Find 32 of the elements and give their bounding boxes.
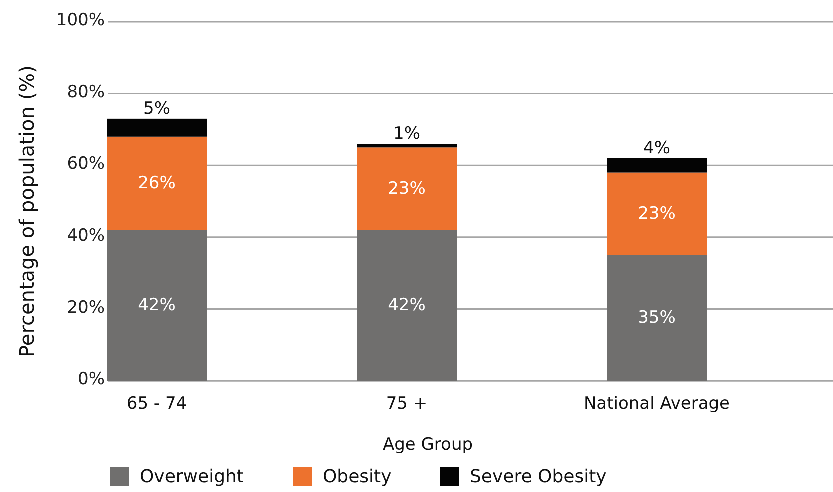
bar [607, 158, 707, 173]
bar [107, 136, 207, 230]
legend-label: Severe Obesity [470, 466, 608, 488]
data-label: 42% [138, 296, 176, 316]
data-label: 23% [638, 204, 676, 224]
legend-label: Overweight [140, 466, 244, 488]
bar [357, 230, 457, 381]
bar [357, 148, 457, 230]
x-tick-label: 65 - 74 [126, 394, 188, 414]
x-tick-label: National Average [584, 394, 730, 414]
legend-label: Obesity [323, 466, 392, 488]
data-label: 4% [644, 138, 670, 158]
y-tick-label: 40% [67, 226, 105, 246]
bar [107, 230, 207, 381]
x-axis-title: Age Group [382, 435, 474, 455]
y-tick-label: 80% [67, 82, 105, 102]
y-tick-label: 0% [78, 370, 105, 390]
bar [107, 118, 207, 137]
y-axis-title: Percentage of population (%) [15, 66, 39, 358]
x-tick-label: 75 + [386, 394, 428, 414]
bar [607, 255, 707, 381]
y-tick-label: 60% [67, 154, 105, 174]
bar [357, 144, 457, 148]
y-tick-label: 100% [56, 10, 105, 31]
y-tick-label: 20% [67, 298, 105, 318]
data-label: 35% [638, 308, 676, 328]
data-label: 26% [138, 174, 176, 194]
data-label: 23% [388, 178, 426, 199]
data-label: 42% [388, 296, 426, 316]
data-label: 5% [144, 98, 170, 119]
bar [607, 172, 707, 256]
data-label: 1% [394, 124, 420, 144]
